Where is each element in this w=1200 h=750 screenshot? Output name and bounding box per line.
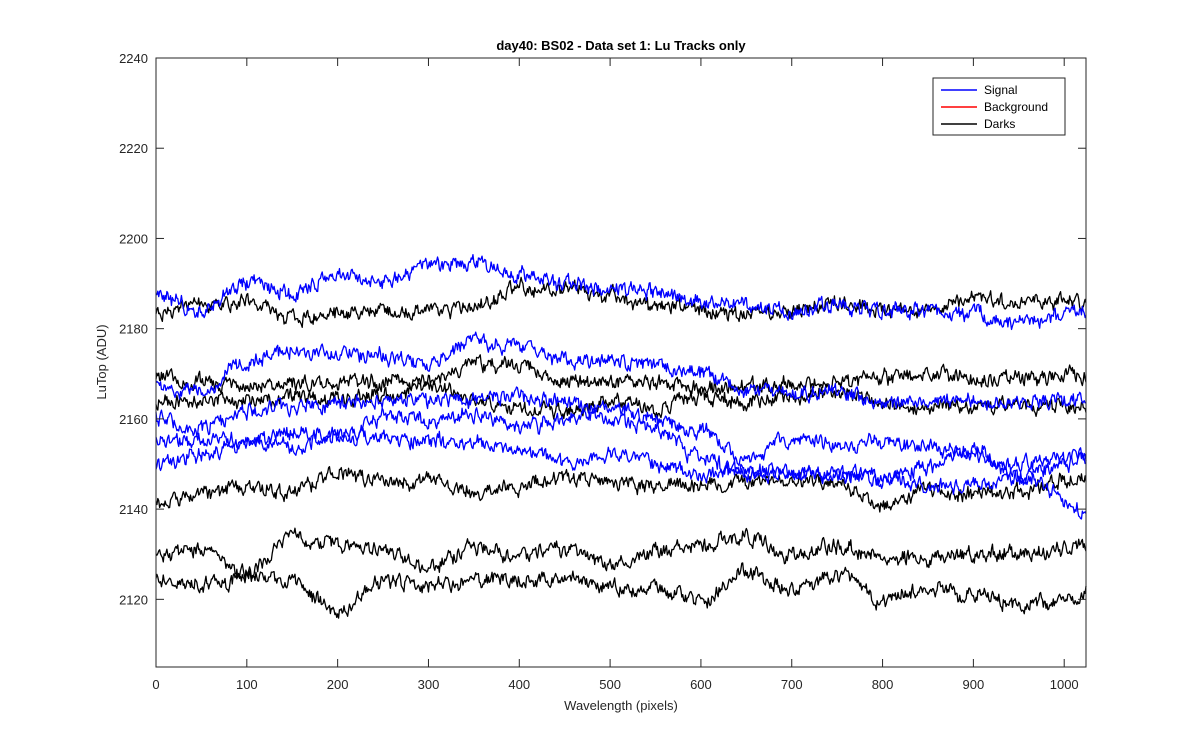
series-line-darks-6	[155, 354, 1087, 395]
y-tick-label: 2120	[119, 592, 148, 607]
x-tick-label: 700	[781, 677, 803, 692]
x-tick-label: 100	[236, 677, 258, 692]
legend: Signal Background Darks	[932, 77, 1066, 136]
y-tick-label: 2240	[119, 51, 148, 66]
y-tick-label: 2140	[119, 502, 148, 517]
series-line-darks-10	[155, 562, 1087, 619]
y-tick-label: 2220	[119, 141, 148, 156]
x-tick-label: 200	[327, 677, 349, 692]
series-line-darks-9	[155, 527, 1087, 580]
y-tick-label: 2200	[119, 231, 148, 246]
legend-label-signal: Signal	[984, 83, 1017, 97]
x-tick-label: 300	[418, 677, 440, 692]
x-tick-label: 600	[690, 677, 712, 692]
series-line-darks-8	[155, 465, 1087, 513]
series-line-signal-1	[155, 331, 1087, 411]
x-tick-label: 0	[152, 677, 159, 692]
x-axis-label: Wavelength (pixels)	[564, 698, 678, 713]
series-line-signal-4	[155, 426, 1087, 520]
series-line-signal-3	[155, 400, 1087, 473]
series-line-signal-0	[155, 254, 1087, 331]
x-tick-label: 500	[599, 677, 621, 692]
legend-label-darks: Darks	[984, 117, 1015, 131]
x-axis: 0 100 200 300 400 500 600 700 800 900 1000	[152, 58, 1079, 692]
y-tick-label: 2160	[119, 412, 148, 427]
series-line-darks-5	[155, 276, 1087, 328]
x-tick-label: 400	[508, 677, 530, 692]
y-tick-label: 2180	[119, 322, 148, 337]
x-tick-label: 800	[872, 677, 894, 692]
legend-label-background: Background	[984, 100, 1048, 114]
y-axis-label: LuTop (ADU)	[94, 324, 109, 399]
x-tick-label: 1000	[1050, 677, 1079, 692]
series-layer	[155, 254, 1087, 619]
plot-frame	[155, 57, 1087, 668]
x-tick-label: 900	[963, 677, 985, 692]
y-axis: 2120 2140 2160 2180 2200 2220 2240	[119, 51, 1086, 607]
series-line-darks-7	[155, 377, 1087, 420]
series-line-signal-2	[155, 386, 1087, 495]
legend-box	[932, 77, 1066, 136]
chart-title: day40: BS02 - Data set 1: Lu Tracks only	[496, 38, 746, 53]
